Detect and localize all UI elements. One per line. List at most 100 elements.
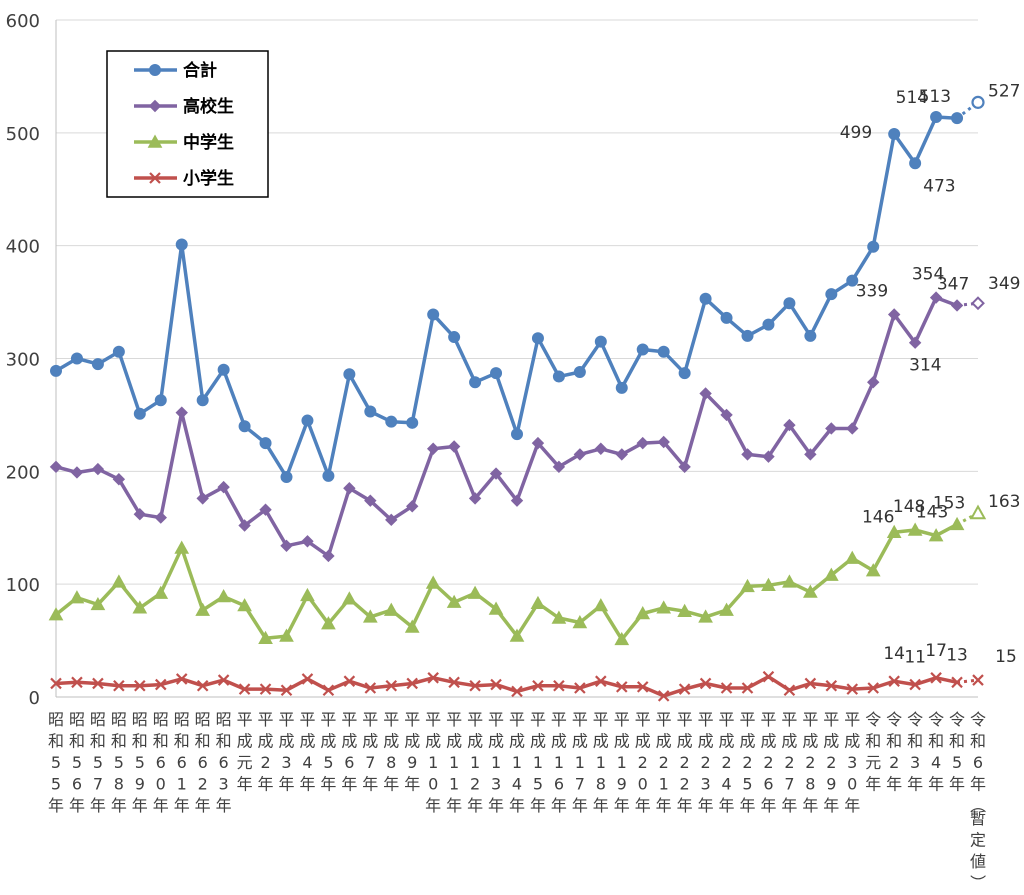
x-tick-char: 8 <box>114 775 124 794</box>
data-point <box>846 422 859 435</box>
x-tick-char: 平 <box>383 710 399 729</box>
data-point <box>112 345 125 358</box>
x-tick-char: 令 <box>928 710 944 729</box>
data-label: 499 <box>840 123 872 143</box>
x-tick-label: 平成 2 8 年 <box>802 710 818 815</box>
data-point <box>237 598 252 612</box>
x-tick-char: 2 <box>742 753 752 772</box>
data-point <box>887 308 901 321</box>
x-tick-char: 平 <box>488 710 504 729</box>
data-point <box>195 602 211 616</box>
data-point <box>720 311 733 324</box>
x-tick-char: 6 <box>219 753 229 772</box>
data-point <box>928 528 944 542</box>
x-tick-char: 平 <box>823 710 839 729</box>
x-tick-char: 6 <box>177 753 187 772</box>
x-tick-label: 平成 1 3 年 <box>488 710 504 815</box>
data-point <box>154 511 167 524</box>
x-tick-char: 成 <box>341 732 357 751</box>
x-tick-char: 年 <box>111 796 127 815</box>
data-point <box>111 574 127 588</box>
legend-label: 小学生 <box>183 168 234 189</box>
data-point <box>762 450 775 463</box>
data-point <box>259 683 272 695</box>
series-中学生 <box>48 504 987 646</box>
data-label: 13 <box>946 645 968 665</box>
data-point <box>783 684 796 697</box>
x-tick-char: 定 <box>970 831 986 850</box>
series-高校生 <box>49 291 985 563</box>
x-tick-char: 1 <box>428 753 438 772</box>
x-tick-char: 5 <box>742 775 752 794</box>
x-tick-char: 6 <box>763 775 773 794</box>
x-tick-char: 平 <box>341 710 357 729</box>
x-tick-char: 成 <box>299 732 315 751</box>
data-point <box>301 535 314 548</box>
data-label: 17 <box>925 641 947 661</box>
x-tick-char: 1 <box>554 753 564 772</box>
data-point-stroke <box>448 676 460 689</box>
x-tick-label: 昭和 6 1 年 <box>174 710 190 815</box>
data-point <box>112 473 126 486</box>
data-point <box>741 448 754 461</box>
data-label: 153 <box>933 493 965 513</box>
series-line <box>54 522 958 642</box>
x-tick-char: 年 <box>886 775 902 794</box>
data-point <box>867 375 880 389</box>
data-point <box>425 575 441 589</box>
x-tick-char: 和 <box>928 732 944 751</box>
x-tick-char: 成 <box>823 732 839 751</box>
x-tick-char: 年 <box>195 796 211 815</box>
x-tick-char: 年 <box>656 796 672 815</box>
data-point <box>574 682 586 694</box>
data-point-stroke <box>532 679 544 692</box>
x-tick-char: 平 <box>404 710 420 729</box>
x-tick-char: 平 <box>739 710 755 729</box>
data-point <box>699 387 712 400</box>
data-point <box>154 394 167 407</box>
x-tick-char: 和 <box>153 732 169 751</box>
x-tick-char: 令 <box>886 710 902 729</box>
x-tick-char: 年 <box>153 796 169 815</box>
y-tick-label: 500 <box>6 124 40 145</box>
x-tick-label: 平成 2 1 年 <box>656 710 672 815</box>
data-point <box>867 682 880 694</box>
data-point <box>448 676 460 689</box>
data-point <box>92 677 104 690</box>
data-point <box>615 381 628 394</box>
x-tick-label: 平成 9 年 <box>404 710 420 794</box>
x-tick-char: 5 <box>952 753 962 772</box>
data-point <box>362 609 378 623</box>
data-point <box>615 681 628 693</box>
x-tick-char: 平 <box>760 710 776 729</box>
x-tick-char: 平 <box>781 710 797 729</box>
x-tick-char: 0 <box>638 775 648 794</box>
series-合計 <box>50 95 985 483</box>
data-point <box>909 678 921 691</box>
x-tick-char: 年 <box>467 796 483 815</box>
x-tick-char: 9 <box>407 753 417 772</box>
data-point <box>196 394 209 407</box>
data-point <box>929 291 943 304</box>
x-tick-char: 1 <box>449 775 459 794</box>
x-tick-char: 8 <box>596 775 606 794</box>
data-point <box>238 420 251 433</box>
x-tick-char: 和 <box>195 732 211 751</box>
data-point <box>867 240 880 253</box>
data-point <box>149 64 161 76</box>
x-tick-char: 成 <box>530 732 546 751</box>
x-tick-char: 成 <box>739 732 755 751</box>
data-point <box>490 678 502 691</box>
data-point <box>511 685 523 698</box>
data-label: 314 <box>909 356 941 376</box>
data-point <box>636 681 649 693</box>
y-tick-label: 600 <box>6 11 40 32</box>
data-point <box>489 467 503 480</box>
data-point <box>175 673 188 685</box>
x-tick-char: 6 <box>72 775 82 794</box>
data-point <box>69 590 85 604</box>
x-tick-char: 7 <box>93 775 103 794</box>
x-tick-label: 平成 2 3 年 <box>698 710 714 815</box>
data-point <box>364 494 377 507</box>
